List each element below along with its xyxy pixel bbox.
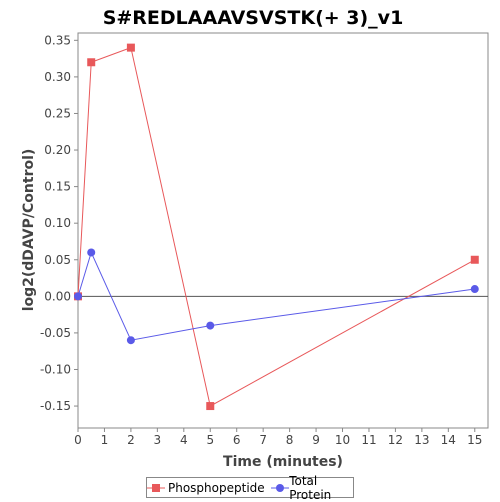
series-layer — [74, 43, 479, 411]
legend-item-phosphopeptide: Phosphopeptide — [147, 481, 265, 495]
x-tick-label: 11 — [361, 433, 376, 447]
legend: Phosphopeptide Total Protein — [146, 474, 354, 502]
data-point-phosphopeptide — [126, 43, 135, 52]
axis-ticks: 0 1 2 3 4 5 6 7 8 9 10 11 12 13 14 15-0.15-0.10-0.050.0… — [40, 33, 482, 447]
data-point-total-protein — [74, 292, 82, 301]
x-tick-label: 12 — [388, 433, 403, 447]
data-point-total-protein — [126, 336, 135, 345]
x-tick-label: 2 — [127, 433, 135, 447]
x-tick-label: 10 — [335, 433, 350, 447]
legend-item-total-protein: Total Protein — [270, 473, 353, 502]
y-tick-label: -0.05 — [40, 326, 71, 340]
y-tick-label: 0.30 — [44, 70, 71, 84]
x-tick-label: 15 — [467, 433, 482, 447]
circle-marker-icon — [270, 482, 289, 494]
x-axis-label: Time (minutes) — [223, 454, 343, 470]
y-tick-label: 0.15 — [44, 180, 71, 194]
x-tick-label: 8 — [286, 433, 294, 447]
plot-area — [77, 32, 489, 429]
x-tick-label: 9 — [312, 433, 320, 447]
y-tick-label: 0.05 — [44, 253, 71, 267]
y-tick-label: 0.35 — [44, 33, 71, 47]
chart-title: S#REDLAAAVSVSTK(+ 3)_v1 — [103, 7, 404, 29]
legend-label-phosphopeptide: Phosphopeptide — [168, 480, 265, 495]
x-tick-label: 13 — [414, 433, 429, 447]
x-tick-label: 1 — [101, 433, 109, 447]
data-point-phosphopeptide — [87, 58, 96, 67]
data-point-total-protein — [87, 248, 96, 257]
x-tick-label: 14 — [441, 433, 456, 447]
square-marker-icon — [147, 482, 165, 494]
legend-label-total-protein: Total Protein — [289, 473, 332, 502]
y-tick-label: -0.15 — [40, 399, 71, 413]
x-tick-label: 5 — [206, 433, 214, 447]
y-tick-label: 0.00 — [44, 289, 71, 303]
y-tick-label: 0.20 — [44, 143, 71, 157]
x-tick-label: 6 — [233, 433, 241, 447]
data-point-phosphopeptide — [470, 255, 479, 264]
x-tick-label: 4 — [180, 433, 188, 447]
data-point-total-protein — [470, 285, 479, 294]
data-point-phosphopeptide — [206, 402, 215, 411]
y-tick-label: 0.10 — [44, 216, 71, 230]
data-point-total-protein — [206, 321, 215, 330]
x-tick-label: 7 — [259, 433, 267, 447]
y-tick-label: 0.25 — [44, 106, 71, 120]
x-tick-label: 0 — [74, 433, 82, 447]
y-tick-label: -0.10 — [40, 362, 71, 376]
x-tick-label: 3 — [154, 433, 162, 447]
y-axis-label: log2(dDAVP/Control) — [21, 149, 37, 312]
